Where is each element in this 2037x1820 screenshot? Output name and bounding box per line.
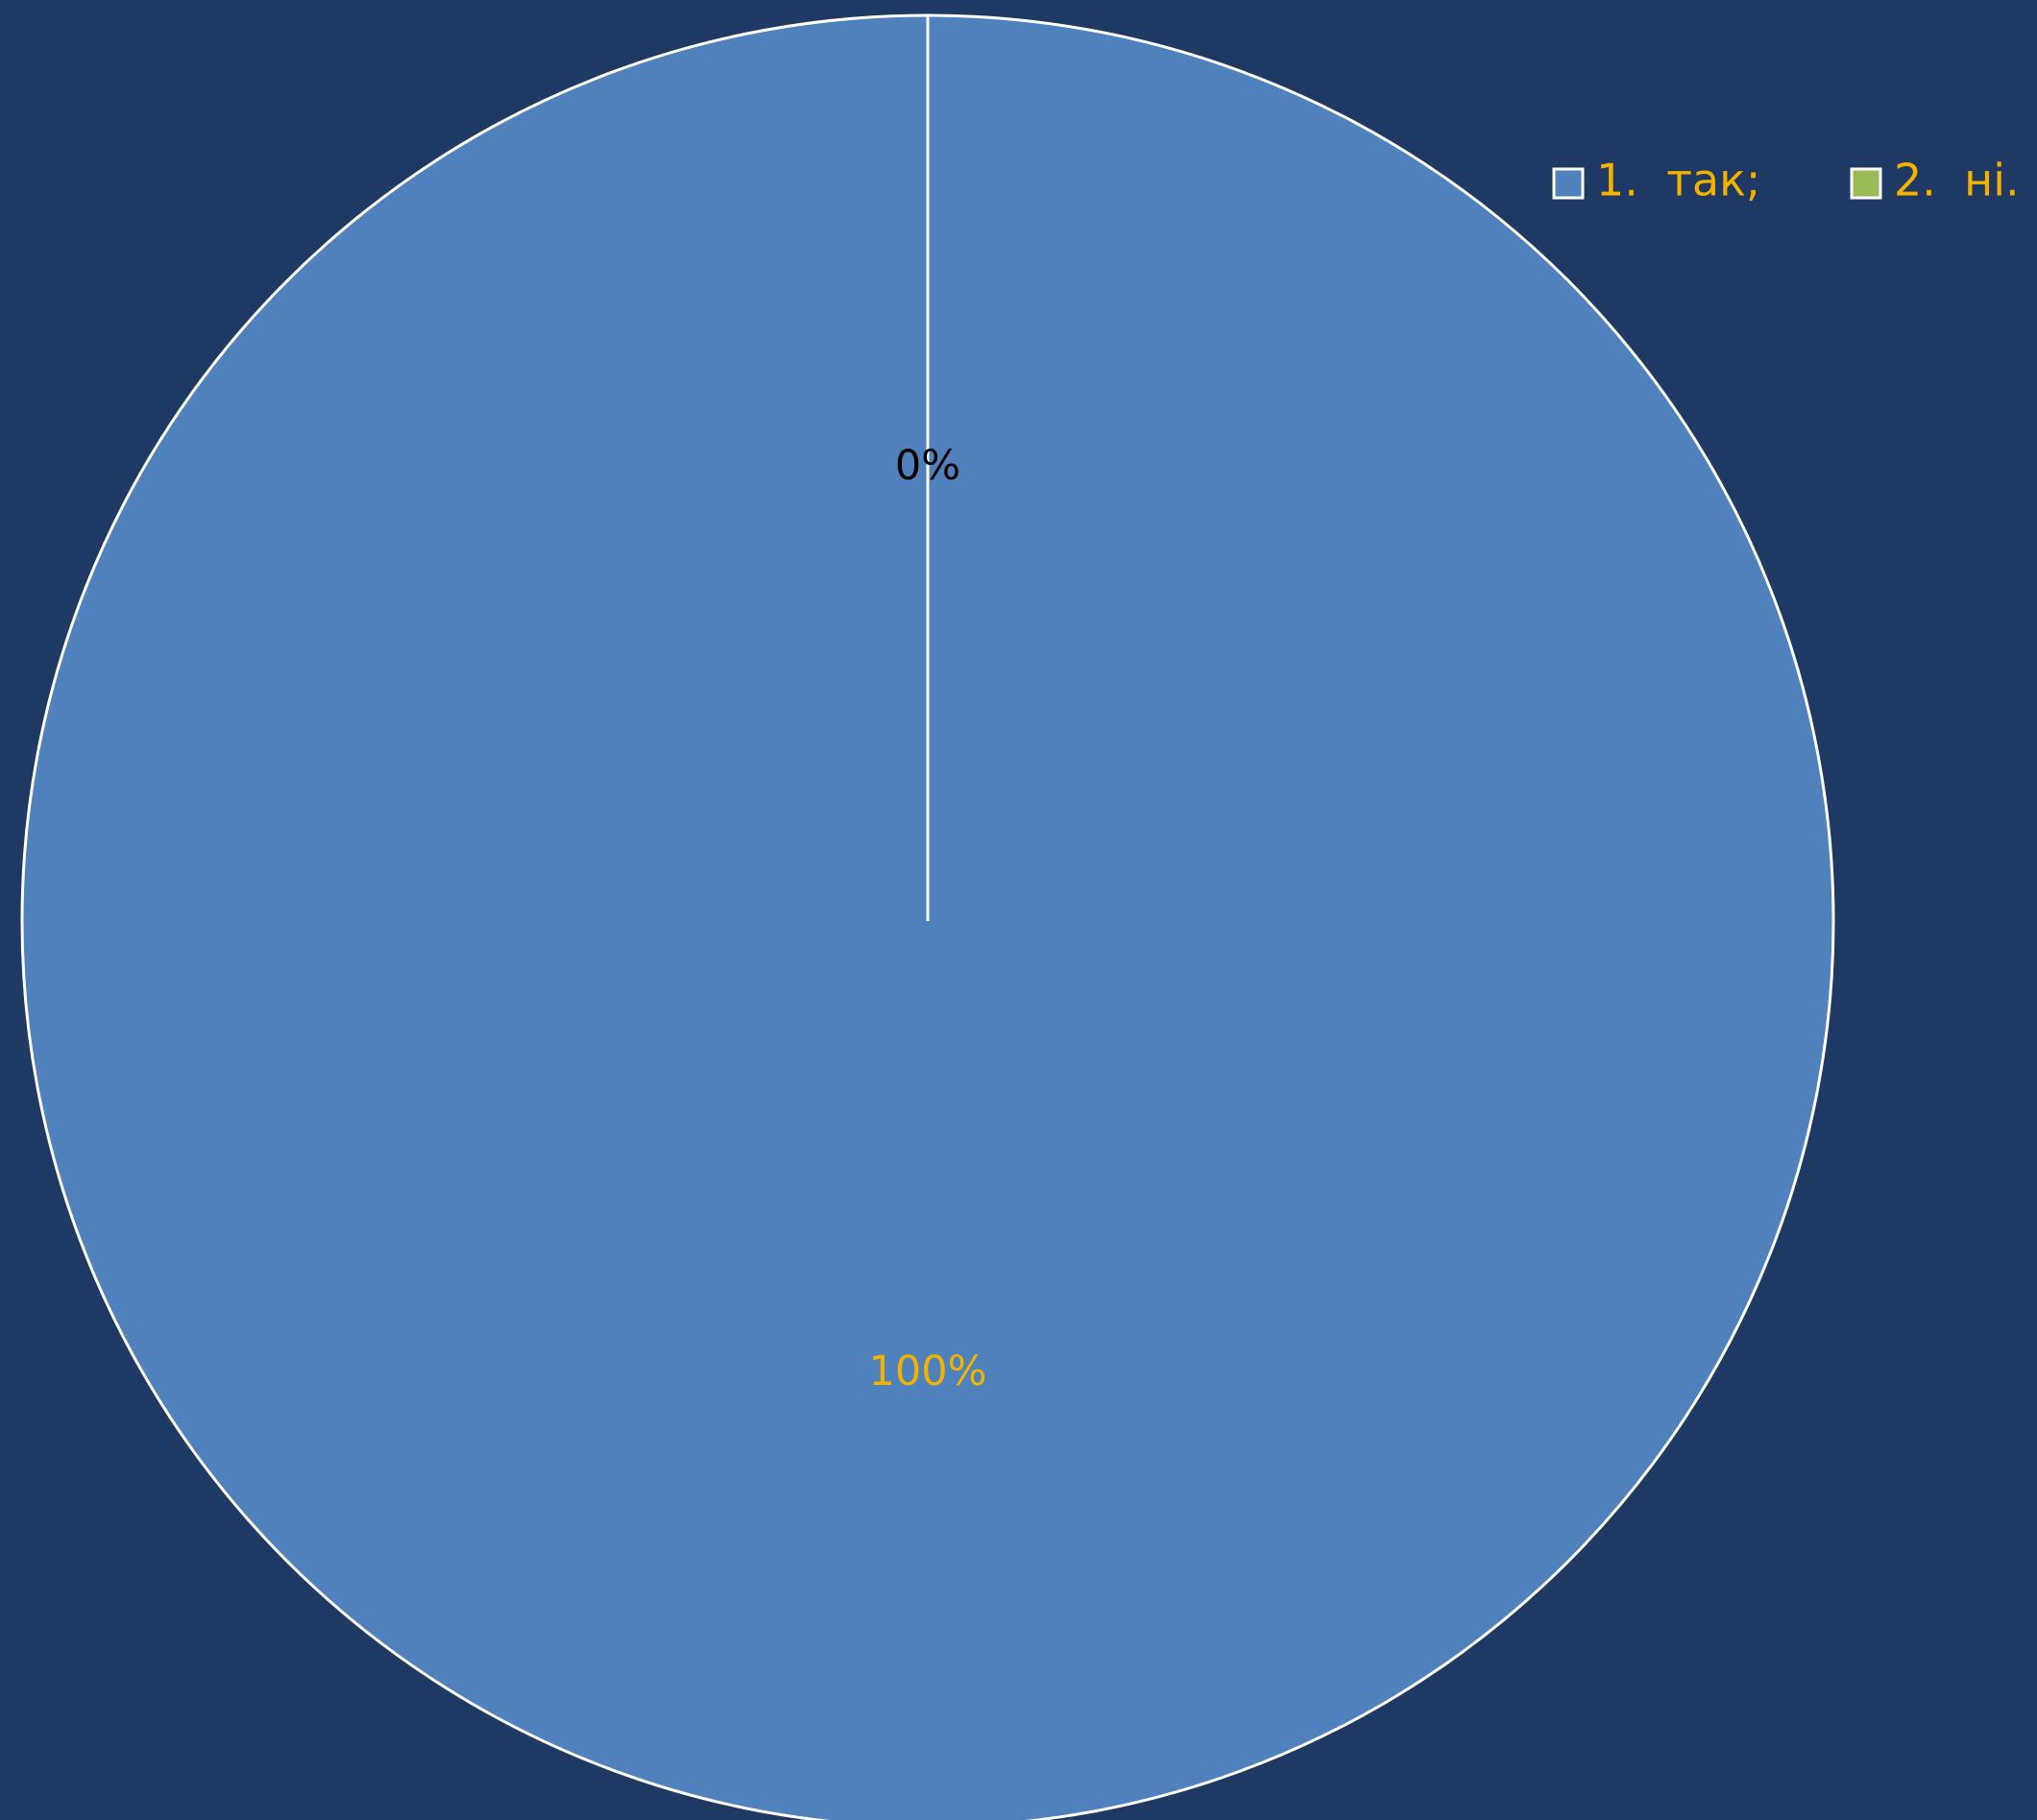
legend-text: 1. так; [1596, 155, 1760, 206]
value-label: 100% [869, 1347, 987, 1395]
legend-swatch [1850, 167, 1882, 200]
value-label: 0% [895, 442, 960, 490]
legend-swatch [1552, 167, 1585, 200]
legend-text: 2. ні. [1894, 155, 2020, 206]
